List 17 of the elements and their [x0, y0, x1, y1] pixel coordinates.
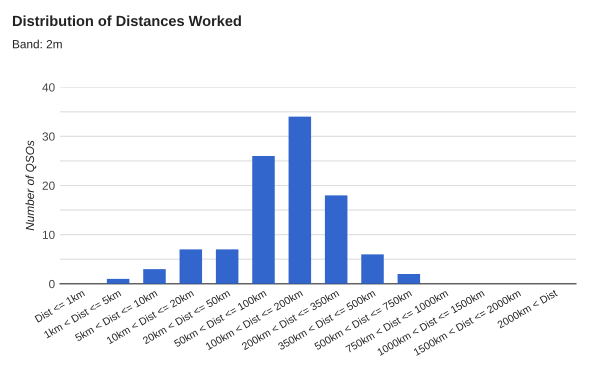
chart-subtitle: Band: 2m [12, 40, 62, 48]
bar [252, 156, 275, 284]
y-axis-title: Number of QSOs [25, 140, 36, 230]
bar [324, 195, 348, 284]
bar [398, 274, 420, 284]
bar [106, 278, 130, 284]
bar [361, 254, 384, 284]
y-tick-label: 0 [49, 280, 55, 288]
y-tick-label: 10 [42, 230, 55, 240]
y-tick-label: 20 [42, 182, 55, 190]
bar [216, 249, 238, 284]
bar [143, 269, 166, 284]
y-tick-label: 30 [42, 132, 55, 141]
bar [180, 249, 202, 284]
bar [288, 116, 312, 284]
chart-title: Distribution of Distances Worked [12, 15, 241, 26]
y-tick-label: 40 [42, 83, 55, 92]
